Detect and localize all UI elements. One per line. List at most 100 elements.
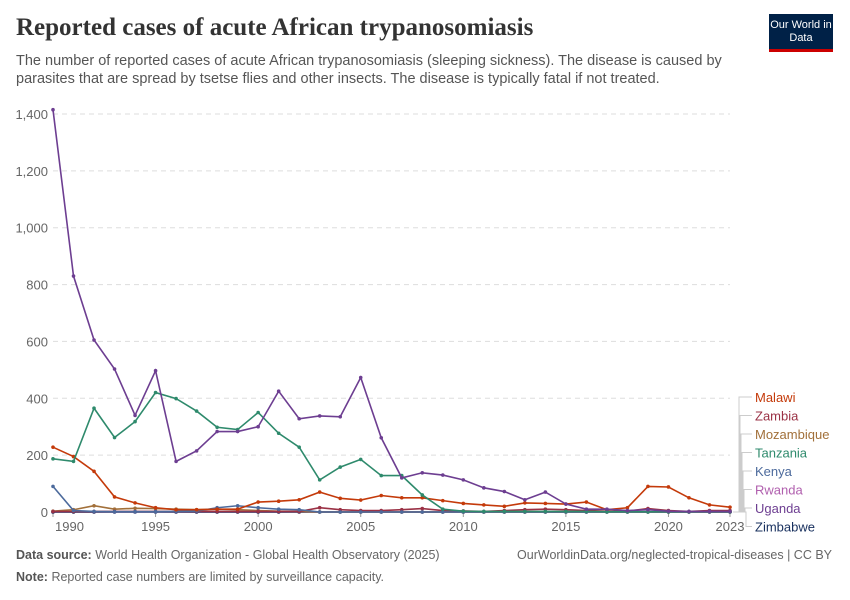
- data-point: [420, 470, 425, 475]
- data-point: [625, 508, 630, 513]
- data-point: [256, 424, 260, 429]
- data-point: [440, 510, 445, 514]
- data-point: [687, 495, 691, 500]
- data-point: [112, 495, 117, 499]
- data-point: [543, 509, 548, 514]
- data-point: [399, 476, 404, 480]
- data-point: [338, 465, 343, 469]
- data-point: [317, 505, 322, 510]
- chart-note: Note: Reported case numbers are limited …: [16, 570, 384, 584]
- y-tick-label: 400: [26, 391, 48, 406]
- data-point: [92, 406, 96, 411]
- data-point: [51, 445, 55, 449]
- data-point: [482, 509, 486, 514]
- data-point: [174, 459, 178, 464]
- data-point: [215, 507, 219, 511]
- x-tick-label: 1995: [141, 519, 170, 534]
- x-tick-label: 2005: [346, 519, 375, 534]
- data-point: [482, 486, 486, 490]
- data-point: [399, 510, 404, 514]
- data-point: [461, 501, 466, 506]
- data-point: [666, 509, 671, 513]
- legend-label-malawi: Malawi: [755, 390, 796, 405]
- data-point: [502, 509, 507, 514]
- data-point: [379, 473, 384, 478]
- data-point: [256, 410, 260, 415]
- data-point: [235, 507, 240, 511]
- series-line-uganda: [52, 109, 730, 513]
- data-point: [666, 485, 671, 489]
- data-point: [625, 505, 630, 510]
- data-point: [297, 507, 301, 512]
- data-point: [194, 409, 199, 413]
- owid-logo[interactable]: Our World in Data: [769, 14, 833, 52]
- data-point: [399, 495, 404, 500]
- data-point: [420, 506, 425, 511]
- data-point: [92, 469, 96, 474]
- data-point: [174, 507, 178, 512]
- data-point: [317, 490, 322, 494]
- data-point: [707, 503, 712, 507]
- data-point: [358, 375, 363, 380]
- data-point: [174, 396, 178, 401]
- data-point: [317, 414, 322, 418]
- data-point: [235, 429, 240, 434]
- series-line-tanzania: [52, 391, 730, 513]
- data-point: [523, 509, 527, 514]
- data-point: [71, 459, 76, 464]
- data-point: [297, 416, 301, 421]
- data-point: [51, 509, 55, 514]
- data-point: [440, 498, 445, 503]
- data-point: [133, 501, 137, 505]
- data-point: [461, 478, 466, 482]
- data-point: [92, 503, 96, 508]
- y-tick-label: 200: [26, 448, 48, 463]
- data-point: [92, 338, 96, 342]
- data-point: [112, 435, 117, 440]
- data-point: [235, 503, 240, 508]
- data-point: [420, 493, 425, 497]
- x-tick-label: 1990: [55, 519, 84, 534]
- data-point: [338, 414, 343, 419]
- data-point: [194, 449, 199, 453]
- data-point: [153, 390, 158, 395]
- data-point: [112, 367, 117, 371]
- data-point: [276, 431, 281, 436]
- data-point: [420, 495, 425, 500]
- data-point: [646, 484, 650, 489]
- data-point: [502, 504, 507, 509]
- data-point: [379, 436, 384, 440]
- data-point: [605, 509, 609, 514]
- source-url[interactable]: OurWorldinData.org/neglected-tropical-di…: [517, 548, 832, 562]
- data-point: [358, 510, 363, 514]
- series-line-malawi: [52, 446, 731, 511]
- legend-label-kenya: Kenya: [755, 464, 793, 479]
- data-point: [133, 419, 137, 424]
- x-tick-label: 2023: [716, 519, 745, 534]
- data-source: Data source: World Health Organization -…: [16, 548, 440, 562]
- y-tick-label: 1,400: [15, 107, 48, 122]
- data-point: [215, 429, 219, 434]
- data-point: [256, 509, 260, 514]
- data-point: [153, 505, 158, 510]
- data-point: [502, 489, 507, 494]
- data-point: [276, 389, 281, 393]
- data-point: [153, 368, 158, 373]
- data-point: [256, 500, 260, 504]
- data-point: [194, 507, 199, 512]
- data-point: [584, 500, 589, 504]
- data-point: [440, 507, 445, 511]
- data-point: [51, 484, 55, 489]
- data-point: [133, 509, 137, 514]
- y-tick-label: 800: [26, 278, 48, 293]
- legend-label-zimbabwe: Zimbabwe: [755, 520, 815, 535]
- data-point: [379, 493, 384, 498]
- data-point: [338, 496, 343, 501]
- data-point: [358, 457, 363, 462]
- data-point: [564, 502, 568, 506]
- data-point: [133, 506, 137, 511]
- data-point: [297, 445, 301, 449]
- data-point: [317, 510, 322, 514]
